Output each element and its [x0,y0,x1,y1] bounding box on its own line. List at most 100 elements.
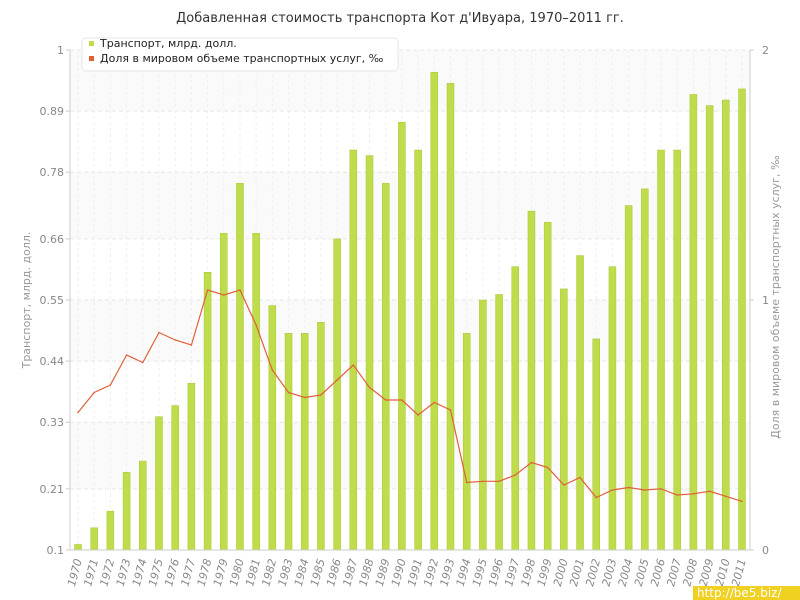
share-point [595,496,598,499]
bar [155,416,163,551]
bar [689,94,698,551]
share-point [741,500,743,503]
bar [495,294,503,551]
share-point [174,339,176,341]
legend-label-transport: Транспорт, млрд. долл. [99,37,237,50]
bar [236,183,244,551]
y-tick-label: 0.33 [40,416,65,429]
bars [74,71,746,551]
share-point [158,331,160,334]
bar [220,233,228,551]
x-ticks: 1970197119721973197419751976197719781979… [65,557,749,587]
share-point [563,484,565,486]
bar [641,188,649,551]
bar [446,83,455,551]
share-point [725,495,727,498]
bar [300,333,309,551]
share-point [708,490,711,493]
bar [511,266,520,551]
grid-band [70,300,750,362]
y-tick-label: 1 [57,44,64,57]
y-tick-label: 0.44 [40,355,65,368]
bar [673,149,681,551]
bar [624,205,633,551]
watermark: http://be5.biz/ [693,586,800,600]
bar [74,544,82,551]
share-point [93,391,95,394]
share-point [287,391,290,394]
share-point [303,396,306,399]
bar [203,271,212,551]
share-point [271,369,274,371]
bar [479,299,487,551]
y2-tick-label: 1 [762,294,769,307]
share-point [660,487,662,490]
share-point [336,379,338,381]
bar [122,471,131,551]
share-point [449,409,452,411]
bar [543,221,552,551]
bar [187,383,196,551]
grid-band [70,422,750,489]
legend-box [81,37,399,72]
bar [560,288,568,551]
bar [398,121,406,551]
bar [430,71,439,551]
y-tick-label: 0.66 [40,233,65,246]
share-line [77,289,743,503]
bar [252,233,260,551]
legend: Транспорт, млрд. долл. Доля в мировом об… [81,37,399,72]
bar [90,527,98,551]
share-point [546,466,549,469]
y2-axis-title: Доля в мировом объеме транспортных услуг… [769,155,782,439]
bar [462,333,471,551]
share-point [514,474,517,476]
share-point [255,324,257,326]
bar [527,210,536,551]
bar [317,321,325,551]
share-point [676,494,679,496]
y-tick-label: 0.78 [40,166,65,179]
y2-tick-label: 2 [762,44,769,57]
share-point [352,364,355,366]
bar [365,155,374,551]
bar [414,149,422,551]
share-point [692,492,695,495]
bar [381,183,390,551]
share-point [77,411,79,414]
y-tick-label: 0.55 [40,294,65,307]
share-point [109,384,112,386]
share-point [239,289,241,291]
share-point [190,344,193,346]
share-point [222,294,225,296]
bar [738,88,746,551]
legend-swatch-share [89,56,94,61]
share-point [125,354,128,356]
bar [722,99,730,551]
share-line-path [77,289,743,502]
bar [106,510,115,551]
share-point [401,399,403,401]
chart-title: Добавленная стоимость транспорта Кот д'И… [176,11,624,26]
y-axis-title: Транспорт, млрд. долл. [20,232,33,370]
watermark-text: http://be5.biz/ [697,586,782,600]
share-point [482,480,484,483]
bar [705,105,714,551]
bar [268,305,277,551]
share-point [368,386,371,389]
share-point [433,401,436,404]
share-point [530,461,533,464]
share-point [320,394,322,396]
share-point [611,489,614,491]
share-point [384,399,387,401]
share-point [417,414,419,416]
share-point [627,486,630,489]
bar [139,460,147,551]
share-point [141,361,144,364]
y2-tick-label: 0 [762,544,769,557]
bar [349,149,358,551]
legend-label-share: Доля в мировом объеме транспортных услуг… [100,52,384,65]
share-point [206,289,209,291]
y-tick-label: 0.1 [47,544,65,557]
bar [171,405,179,551]
